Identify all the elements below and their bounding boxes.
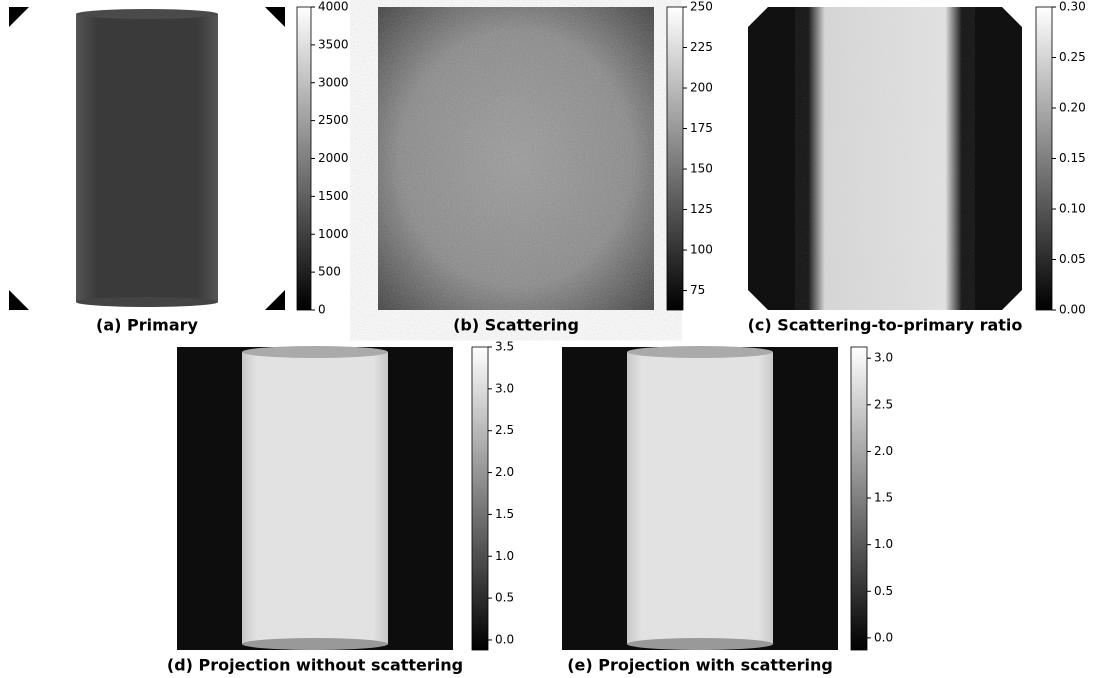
colorbar [471,346,489,651]
caption: (b) Scattering [453,316,579,335]
tick-label: 1000 [318,227,349,241]
tick-label: 1.0 [874,537,893,551]
colorbar [666,6,684,311]
tick-label: 2.0 [874,444,893,458]
image-e [562,346,838,650]
caption: (c) Scattering-to-primary ratio [748,316,1023,335]
colorbar [850,346,868,651]
tick-label: 0.05 [1059,252,1086,266]
tick-label: 0.5 [495,591,514,605]
tick-label: 0.10 [1059,202,1086,216]
tick-label: 1500 [318,189,349,203]
tick-label: 0.30 [1059,0,1086,14]
tick-label: 200 [690,81,713,95]
tick-label: 2.5 [495,423,514,437]
tick-label: 250 [690,0,713,14]
tick-label: 0 [318,303,326,317]
tick-label: 0.15 [1059,151,1086,165]
tick-label: 75 [690,283,705,297]
tick-label: 225 [690,40,713,54]
caption: (d) Projection without scattering [167,656,463,675]
tick-label: 3.0 [495,381,514,395]
tick-label: 3.5 [495,340,514,354]
tick-label: 0.5 [874,584,893,598]
tick-label: 2000 [318,151,349,165]
tick-label: 0.0 [874,630,893,644]
tick-label: 0.00 [1059,303,1086,317]
tick-label: 3.0 [874,351,893,365]
tick-label: 2500 [318,113,349,127]
image-a [9,7,285,310]
tick-label: 3000 [318,75,349,89]
image-d [177,346,453,650]
tick-label: 1.0 [495,549,514,563]
image-b [378,7,654,310]
caption: (a) Primary [96,316,198,335]
tick-label: 2.5 [874,397,893,411]
tick-label: 150 [690,162,713,176]
tick-label: 100 [690,243,713,257]
colorbar [296,6,312,311]
tick-label: 1.5 [874,491,893,505]
tick-label: 1.5 [495,507,514,521]
tick-label: 4000 [318,0,349,14]
tick-label: 3500 [318,37,349,51]
tick-label: 2.0 [495,465,514,479]
tick-label: 0.25 [1059,50,1086,64]
tick-label: 125 [690,202,713,216]
image-c [748,7,1022,310]
tick-label: 0.20 [1059,101,1086,115]
caption: (e) Projection with scattering [567,656,833,675]
tick-label: 175 [690,121,713,135]
colorbar [1035,6,1053,311]
tick-label: 0.0 [495,632,514,646]
tick-label: 500 [318,265,341,279]
